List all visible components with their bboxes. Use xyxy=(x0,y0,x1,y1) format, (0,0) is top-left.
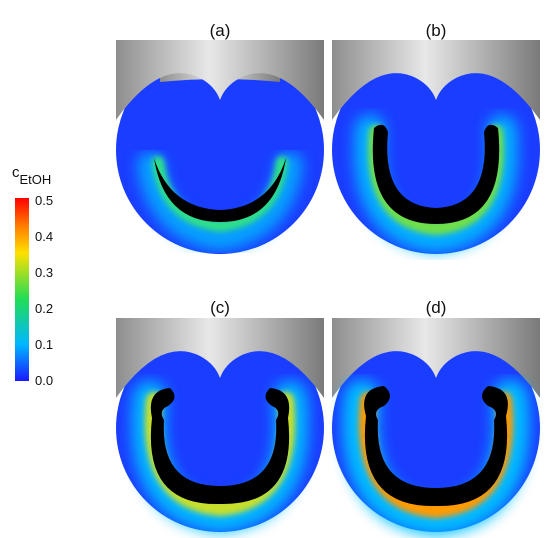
colorbar-tick: 0.3 xyxy=(35,265,53,280)
panel-c-field xyxy=(116,318,324,534)
droplet xyxy=(364,386,508,507)
colorbar-tick: 0.4 xyxy=(35,229,53,244)
panel-label-b: (b) xyxy=(426,21,447,40)
droplet xyxy=(372,124,500,224)
panel-label-d: (d) xyxy=(426,298,447,317)
colorbar: cEtOH 0.5 0.4 0.3 0.2 0.1 0.0 xyxy=(12,164,53,388)
panel-b-field xyxy=(332,40,540,254)
droplet xyxy=(150,388,290,505)
panel-d-field xyxy=(332,318,540,537)
panel-a-field xyxy=(116,40,324,254)
colorbar-gradient xyxy=(15,198,29,381)
colorbar-title: cEtOH xyxy=(12,164,51,187)
colorbar-tick: 0.0 xyxy=(35,373,53,388)
colorbar-tick: 0.2 xyxy=(35,301,53,316)
panel-label-a: (a) xyxy=(210,21,231,40)
colorbar-tick: 0.5 xyxy=(35,193,53,208)
colorbar-ticks: 0.5 0.4 0.3 0.2 0.1 0.0 xyxy=(35,193,53,388)
droplet xyxy=(154,158,286,222)
panel-label-c: (c) xyxy=(210,298,230,317)
colorbar-tick: 0.1 xyxy=(35,337,53,352)
